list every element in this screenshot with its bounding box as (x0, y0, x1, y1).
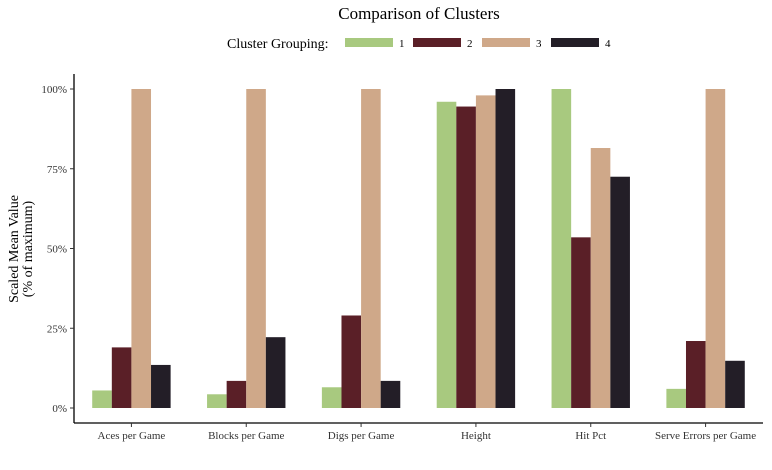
y-axis-title-line2: (% of maximum) (21, 200, 36, 297)
bar-cluster-4-4 (495, 89, 516, 408)
y-tick-label: 100% (41, 84, 67, 96)
bar-cluster-2-4 (456, 106, 476, 409)
legend-label-2: 2 (467, 38, 473, 50)
bar-cluster-3-4 (475, 95, 496, 408)
bar-cluster-3-2 (246, 89, 266, 408)
bar-cluster-2-3 (341, 315, 362, 408)
bar-cluster-3-6 (705, 89, 726, 408)
bar-cluster-2-2 (226, 380, 247, 408)
y-tick-label: 50% (47, 244, 67, 256)
bar-cluster-4-5 (610, 176, 630, 408)
bar-cluster-3-1 (131, 89, 152, 408)
chart-title: Comparison of Clusters (338, 4, 500, 23)
y-tick-label: 0% (52, 403, 67, 415)
bar-cluster-3-3 (361, 89, 381, 408)
x-tick-label: Serve Errors per Game (655, 430, 756, 442)
legend: Cluster Grouping: 1 2 3 4 (227, 37, 611, 52)
bar-cluster-4-3 (380, 380, 401, 408)
plot-area: 0% 25% 50% 75% 100% Aces per Game Blocks per G… (41, 74, 763, 442)
x-tick-label: Digs per Game (328, 430, 395, 442)
bar-cluster-2-1 (111, 347, 132, 408)
y-tick-label: 25% (47, 323, 67, 335)
legend-swatch-3 (482, 38, 530, 47)
bar-cluster-1-5 (551, 89, 572, 408)
bar-cluster-1-3 (321, 387, 342, 408)
bar-cluster-3-5 (590, 148, 611, 408)
bar-cluster-4-1 (151, 364, 171, 408)
legend-label-3: 3 (536, 38, 542, 50)
legend-swatch-4 (551, 38, 599, 47)
bar-cluster-1-2 (207, 394, 227, 408)
x-tick-label: Aces per Game (98, 430, 166, 442)
x-tick-label: Blocks per Game (208, 430, 284, 442)
legend-swatch-1 (345, 38, 393, 47)
bar-cluster-4-6 (725, 360, 745, 408)
x-tick-label: Height (461, 430, 491, 442)
x-tick-label: Hit Pct (575, 430, 606, 442)
bar-cluster-1-6 (666, 388, 686, 408)
bar-cluster-4-2 (265, 337, 286, 408)
bar-cluster-1-1 (92, 390, 112, 408)
y-axis-title-line1: Scaled Mean Value (7, 195, 22, 303)
legend-swatch-2 (413, 38, 461, 47)
y-axis-title: Scaled Mean Value (% of maximum) (7, 195, 36, 303)
bar-cluster-2-5 (571, 237, 591, 408)
bar-cluster-1-4 (436, 101, 457, 408)
y-tick-label: 75% (47, 164, 67, 176)
legend-label-4: 4 (605, 38, 611, 50)
legend-title: Cluster Grouping: (227, 37, 329, 52)
bar-cluster-2-6 (685, 341, 706, 408)
legend-label-1: 1 (399, 38, 405, 50)
